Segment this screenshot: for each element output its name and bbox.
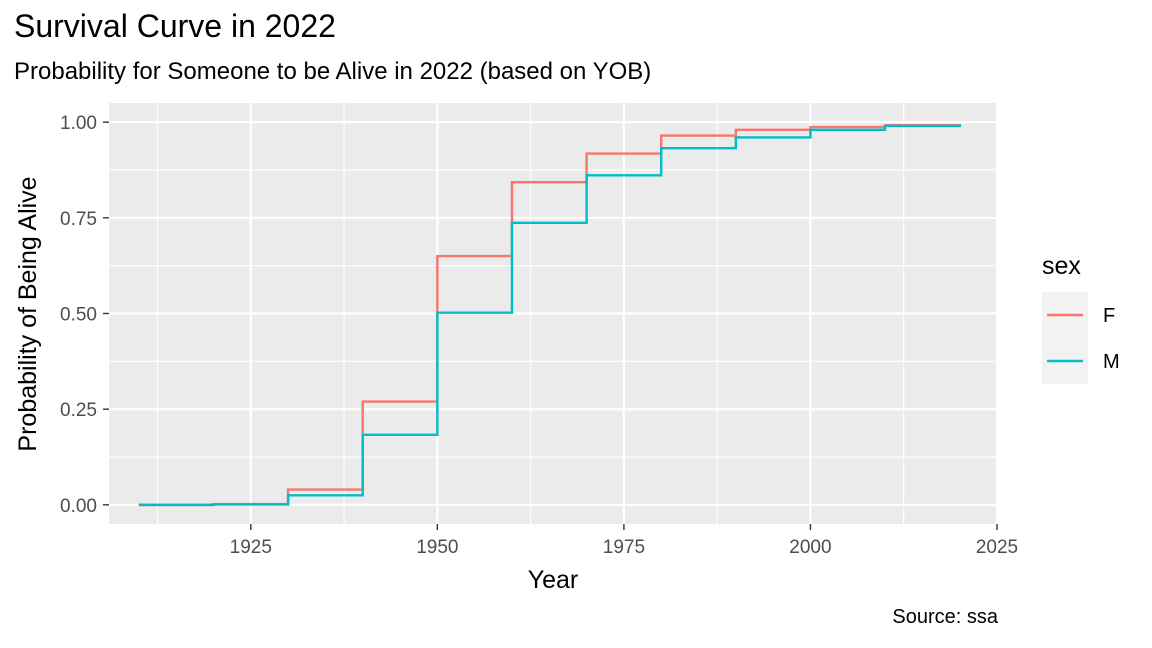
legend-title: sex	[1042, 252, 1081, 280]
y-tick-label: 1.00	[60, 113, 97, 134]
x-tick-label: 1975	[603, 537, 645, 558]
x-axis-title: Year	[528, 566, 579, 594]
y-tick-label: 0.75	[60, 209, 97, 230]
y-tick-label: 0.00	[60, 496, 97, 517]
chart-caption: Source: ssa	[892, 606, 998, 628]
y-axis: 0.00 0.25 0.50 0.75 1.00	[60, 113, 109, 517]
y-axis-title: Probability of Being Alive	[14, 176, 42, 451]
legend: sex F M	[1042, 252, 1120, 384]
legend-label-F: F	[1103, 305, 1115, 327]
chart-subtitle: Probability for Someone to be Alive in 2…	[14, 58, 652, 85]
x-tick-label: 1925	[230, 537, 272, 558]
x-axis: 1925 1950 1975 2000 2025	[230, 524, 1018, 558]
x-tick-label: 1950	[416, 537, 458, 558]
chart-title: Survival Curve in 2022	[14, 8, 336, 44]
series-lines	[138, 123, 961, 507]
y-tick-label: 0.25	[60, 400, 97, 421]
x-tick-label: 2000	[789, 537, 831, 558]
legend-label-M: M	[1103, 351, 1120, 373]
series-line-M	[138, 124, 961, 507]
x-tick-label: 2025	[976, 537, 1018, 558]
y-tick-label: 0.50	[60, 305, 97, 326]
